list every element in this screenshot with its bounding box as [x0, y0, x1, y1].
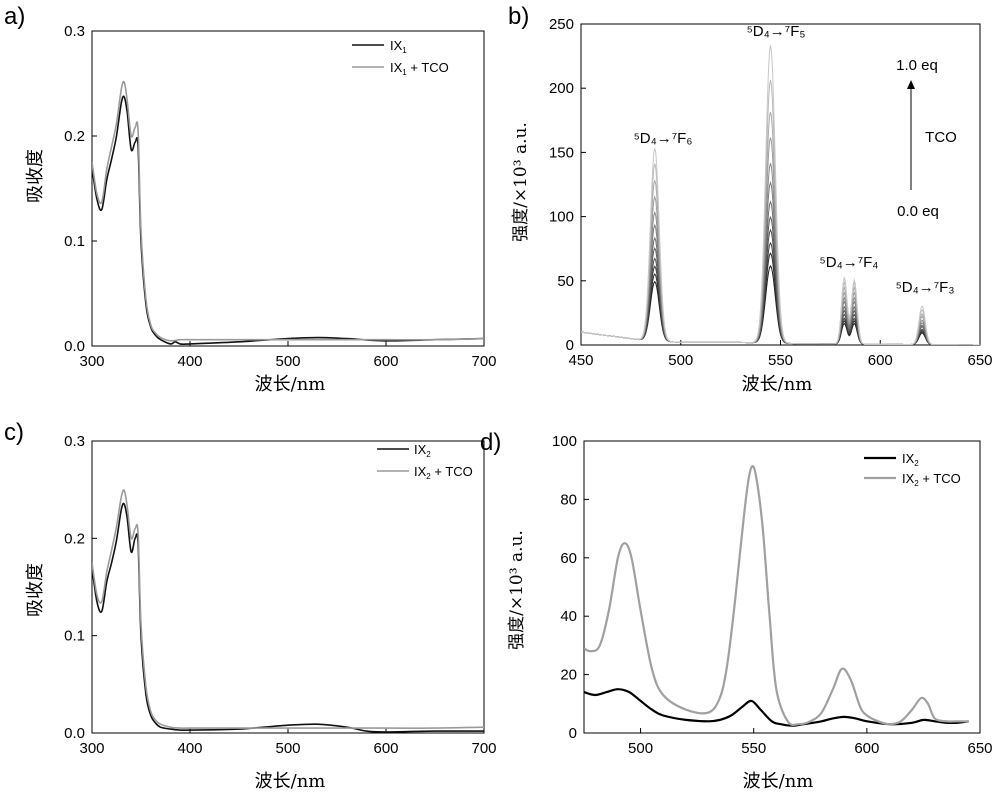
y-tick-label-c: 0.0: [64, 725, 85, 742]
y-tick-label-a: 0.3: [64, 23, 85, 40]
y-tick-label-a: 0.2: [64, 128, 85, 145]
x-axis-label-c: 波长/nm: [255, 771, 326, 792]
y-tick-label-b: 250: [549, 16, 574, 33]
x-tick-label-a: 500: [275, 353, 300, 370]
plot-frame-d: [583, 440, 981, 734]
y-tick-label-c: 0.3: [64, 433, 85, 450]
x-tick-label-c: 600: [373, 740, 398, 757]
series-line-a-0: [92, 95, 484, 345]
y-tick-label-a: 0.1: [64, 233, 85, 250]
y-tick-label-d: 80: [560, 491, 577, 508]
x-tick-label-a: 700: [471, 353, 496, 370]
legend-c: IX2 IX2 + TCO: [377, 442, 473, 481]
x-tick-label-c: 700: [471, 740, 496, 757]
y-tick-label-c: 0.2: [64, 530, 85, 547]
y-axis-label-b: 强度/×10³ a.u.: [511, 122, 531, 242]
legend-entry-d-1: IX2 + TCO: [902, 471, 961, 488]
x-tick-label-d: 600: [854, 740, 879, 757]
y-tick-label-d: 100: [552, 433, 577, 450]
transition-label-F3: ⁵D₄→⁷F₃: [896, 279, 955, 296]
transition-label-F5: ⁵D₄→⁷F₅: [747, 23, 806, 40]
y-tick-label-d: 20: [560, 667, 577, 684]
x-tick-label-c: 400: [177, 740, 202, 757]
legend-entry-a-0: IX1: [390, 38, 407, 55]
titration-middle-label: TCO: [925, 129, 957, 146]
y-tick-label-b: 100: [549, 209, 574, 226]
panel-label-c: c): [4, 419, 24, 446]
x-tick-label-b: 450: [568, 352, 593, 369]
series-line-d-1: [584, 465, 969, 727]
legend-a: IX1 IX1 + TCO: [352, 38, 449, 77]
legend-entry-c-0: IX2: [414, 442, 431, 459]
titration-series-line-11: [581, 45, 980, 345]
legend-entry-a-1: IX1 + TCO: [390, 60, 449, 77]
series-line-c-0: [92, 502, 484, 733]
x-axis-label-d: 波长/nm: [743, 771, 814, 792]
legend-entry-d-0: IX2: [902, 451, 919, 468]
x-tick-label-b: 550: [768, 352, 793, 369]
x-tick-label-d: 650: [967, 740, 992, 757]
x-tick-label-c: 300: [79, 740, 104, 757]
x-tick-label-a: 400: [177, 353, 202, 370]
y-tick-label-d: 60: [560, 550, 577, 567]
x-tick-label-a: 600: [373, 353, 398, 370]
panel-d: d) 500 550 600 650 0 20 40 60 80 100 波长/nm 强度/×10…: [480, 429, 993, 792]
x-tick-label-d: 550: [741, 740, 766, 757]
series-line-d-0: [584, 688, 969, 727]
legend-entry-c-1: IX2 + TCO: [414, 464, 473, 481]
panel-c: c) 300 400 500 600 700 0.0 0.1 0.2 0.3 波长/nm 吸收度…: [4, 419, 497, 792]
y-tick-label-d: 0: [569, 725, 577, 742]
transition-label-F6: ⁵D₄→⁷F₆: [634, 130, 693, 147]
y-axis-label-d: 强度/×10³ a.u.: [507, 530, 527, 650]
x-axis-label-b: 波长/nm: [742, 374, 813, 395]
y-axis-label-a: 吸收度: [25, 149, 46, 203]
y-tick-label-b: 200: [549, 80, 574, 97]
x-tick-label-b: 650: [967, 352, 992, 369]
titration-bottom-label: 0.0 eq: [897, 203, 939, 220]
panel-a: a) 300 400 500 600 700 0.0 0.1 0.2 0.3 波长/nm 吸收度…: [4, 3, 497, 395]
transition-label-F4: ⁵D₄→⁷F₄: [820, 254, 879, 271]
series-line-c-1: [92, 489, 484, 729]
x-axis-label-a: 波长/nm: [255, 374, 326, 395]
y-tick-label-a: 0.0: [64, 338, 85, 355]
legend-d: IX2 IX2 + TCO: [864, 451, 961, 488]
y-axis-label-c: 吸收度: [25, 563, 46, 617]
y-tick-label-b: 150: [549, 144, 574, 161]
y-tick-label-d: 40: [560, 608, 577, 625]
y-tick-label-b: 50: [557, 273, 574, 290]
panel-label-a: a): [4, 3, 25, 30]
titration-top-label: 1.0 eq: [896, 57, 938, 74]
x-tick-label-a: 300: [79, 353, 104, 370]
x-tick-label-c: 500: [275, 740, 300, 757]
x-tick-label-b: 600: [868, 352, 893, 369]
titration-arrow: 1.0 eq TCO 0.0 eq: [896, 57, 957, 220]
x-tick-label-d: 500: [628, 740, 653, 757]
panel-label-b: b): [508, 3, 529, 30]
series-line-a-1: [92, 80, 484, 342]
y-tick-label-b: 0: [566, 337, 574, 354]
x-tick-label-b: 500: [668, 352, 693, 369]
y-tick-label-c: 0.1: [64, 628, 85, 645]
panel-label-d: d): [480, 429, 501, 456]
transition-labels: ⁵D₄→⁷F₆ ⁵D₄→⁷F₅ ⁵D₄→⁷F₄ ⁵D₄→⁷F₃: [634, 23, 955, 296]
